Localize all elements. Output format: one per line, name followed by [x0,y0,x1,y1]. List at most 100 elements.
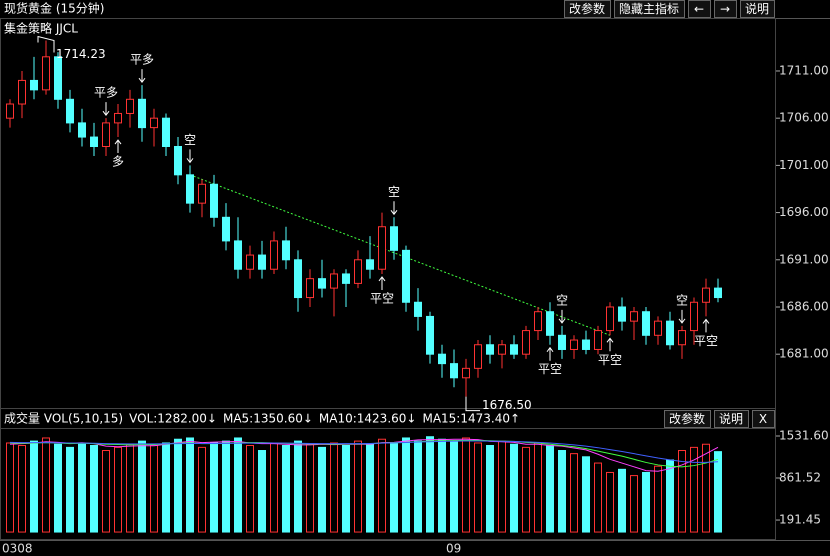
signal-arrow [546,346,554,361]
candle-body [66,98,74,124]
button-label[interactable]: 说明 [719,411,743,426]
signal-label: 空 [184,133,196,147]
candle-body [6,103,14,119]
volume-bar [642,471,650,533]
signal-label: 空 [556,293,568,307]
signal-arrow [606,337,614,352]
volume-bar [690,446,698,533]
volume-bar [666,459,674,533]
volume-bar [618,468,626,533]
button[interactable] [564,0,611,18]
button-label[interactable]: 改参数 [669,411,705,426]
volume-bar [354,440,362,533]
signal-label: 平空 [694,334,718,348]
volume-bar [198,446,206,533]
volume-bar [186,437,194,533]
candle-body [138,98,146,129]
candle-body [474,344,482,369]
extreme-marker [37,35,55,53]
candle-body [162,117,170,148]
volume-bar [174,438,182,533]
volume-bar [534,442,542,533]
candle-body [522,330,530,355]
y-tick-label: 191.45 [779,513,821,527]
button-label[interactable]: → [720,2,730,16]
button-label[interactable]: X [759,412,767,426]
volume-bar [162,442,170,533]
candle-body [702,287,710,303]
button[interactable] [614,0,685,18]
volume-bar [702,443,710,533]
volume-bar [474,442,482,533]
candle-body [390,226,398,251]
candle-body [330,273,338,289]
signal-arrow [678,309,686,324]
candle-body [90,136,98,148]
volume-bar [510,443,518,533]
candle-body [222,216,230,242]
volume-title: 成交量 VOL(5,10,15) [4,411,123,426]
volume-bar [342,444,350,533]
x-tick-label: 09 [446,542,461,556]
signal-label: 平多 [94,86,118,100]
candle-body [546,311,554,336]
button[interactable] [752,410,775,428]
volume-bar [222,440,230,533]
button-label[interactable]: ← [694,2,704,16]
signal-label: 平空 [538,362,562,376]
signal-arrow [702,318,710,333]
candle-body [582,339,590,350]
button-label[interactable]: 说明 [745,1,769,16]
volume-bar [282,444,290,533]
signal-label: 多 [112,155,124,169]
volume-bar [114,446,122,533]
volume-bar [18,444,26,533]
y-tick-label: 1686.00 [779,299,829,313]
candle-body [114,112,122,124]
legend-entry: MA15:1473.40↑ [422,412,520,426]
button[interactable] [740,0,775,18]
candle-body [210,183,218,218]
candle-body [150,117,158,129]
volume-bar [450,440,458,533]
volume-bar [582,456,590,533]
candle-body [366,259,374,270]
volume-bar [570,453,578,533]
candle-body [198,183,206,204]
candle-body [570,339,578,350]
candle-body [438,353,446,365]
candle-body [42,56,50,91]
signal-label: 平空 [598,353,622,367]
candle-body [594,330,602,350]
signal-arrow [558,309,566,324]
button[interactable] [714,410,749,428]
volume-bar [210,442,218,533]
volume-bar [6,442,14,533]
button[interactable] [714,0,737,18]
volume-bar [54,443,62,533]
signal-arrow [102,102,110,117]
button-label[interactable]: 隐藏主指标 [619,1,679,16]
button[interactable] [664,410,711,428]
button[interactable] [688,0,711,18]
candle-body [78,122,86,138]
candle-body [618,306,626,322]
signal-label: 空 [388,185,400,199]
y-tick-label: 1696.00 [779,205,829,219]
volume-bar [390,442,398,533]
volume-bar [330,442,338,533]
volume-bar [30,440,38,533]
candle-body [186,174,194,204]
candle-body [306,278,314,299]
candle-body [510,344,518,355]
candle-body [318,278,326,289]
strategy-name: 集金策略 JJCL [4,21,78,36]
legend-entry: MA5:1350.60↓ [223,412,313,426]
button-label[interactable]: 改参数 [569,1,605,16]
signal-arrow [390,201,398,216]
volume-bar [606,471,614,533]
candle-body [534,311,542,332]
volume-bar [294,440,302,533]
candle-body [462,367,470,379]
